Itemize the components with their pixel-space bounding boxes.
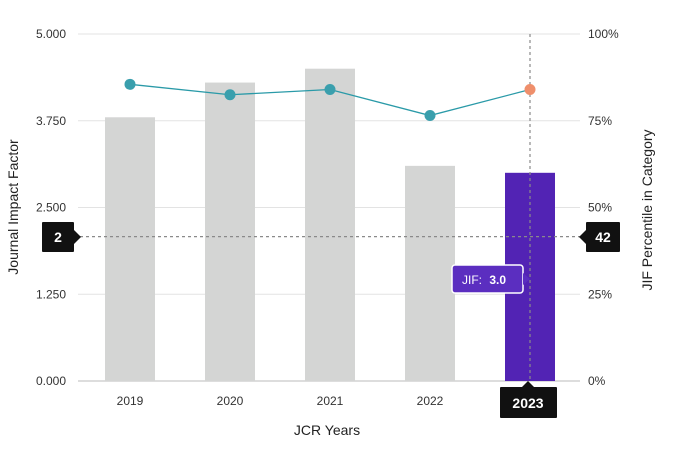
highlight-year-label: 2023 <box>512 395 543 411</box>
tooltip-label: JIF: <box>462 273 482 287</box>
y2-tick-label: 100% <box>588 27 619 41</box>
y2-tick-label: 50% <box>588 201 612 215</box>
x-tick-label: 2020 <box>217 394 244 408</box>
bar[interactable] <box>205 82 255 381</box>
percentile-point[interactable] <box>324 84 336 96</box>
tooltip-value: 3.0 <box>489 273 506 287</box>
percentile-point[interactable] <box>124 78 136 90</box>
percentile-line-series <box>124 78 536 122</box>
percentile-point[interactable] <box>424 110 436 122</box>
x-tick-label: 2022 <box>417 394 444 408</box>
y-tick-label: 0.000 <box>36 374 66 388</box>
percentile-point[interactable] <box>224 89 236 101</box>
y-tick-label: 3.750 <box>36 114 66 128</box>
bar-series <box>105 68 555 381</box>
y-tick-label: 1.250 <box>36 287 66 301</box>
y-tick-label: 5.000 <box>36 27 66 41</box>
percentile-point-highlight[interactable] <box>524 84 536 96</box>
y2-tick-label: 0% <box>588 374 606 388</box>
rank-value: 2 <box>54 229 62 245</box>
bar[interactable] <box>105 117 155 381</box>
axis-ticks: 0.000 0% 1.250 25% 2.500 50% 3.750 75% 5.000 100%… <box>36 27 619 408</box>
bar[interactable] <box>405 165 455 381</box>
highlight-year-badge: 2023 <box>500 381 557 418</box>
y-axis-title: Journal Impact Factor <box>5 139 21 275</box>
bar[interactable] <box>305 68 355 381</box>
percentile-value: 42 <box>595 229 611 245</box>
jif-tooltip: JIF: 3.0 <box>451 264 530 294</box>
x-axis-title: JCR Years <box>294 422 360 438</box>
reference-lines <box>74 34 586 381</box>
y-tick-label: 2.500 <box>36 201 66 215</box>
percentile-badge: 42 <box>579 222 620 252</box>
y2-tick-label: 75% <box>588 114 612 128</box>
x-tick-label: 2021 <box>317 394 344 408</box>
x-tick-label: 2019 <box>117 394 144 408</box>
y2-tick-label: 25% <box>588 287 612 301</box>
rank-badge: 2 <box>42 222 81 252</box>
y2-axis-title: JIF Percentile in Category <box>639 129 655 290</box>
svg-text:JIF: 3.0: JIF: 3.0 <box>462 273 506 287</box>
